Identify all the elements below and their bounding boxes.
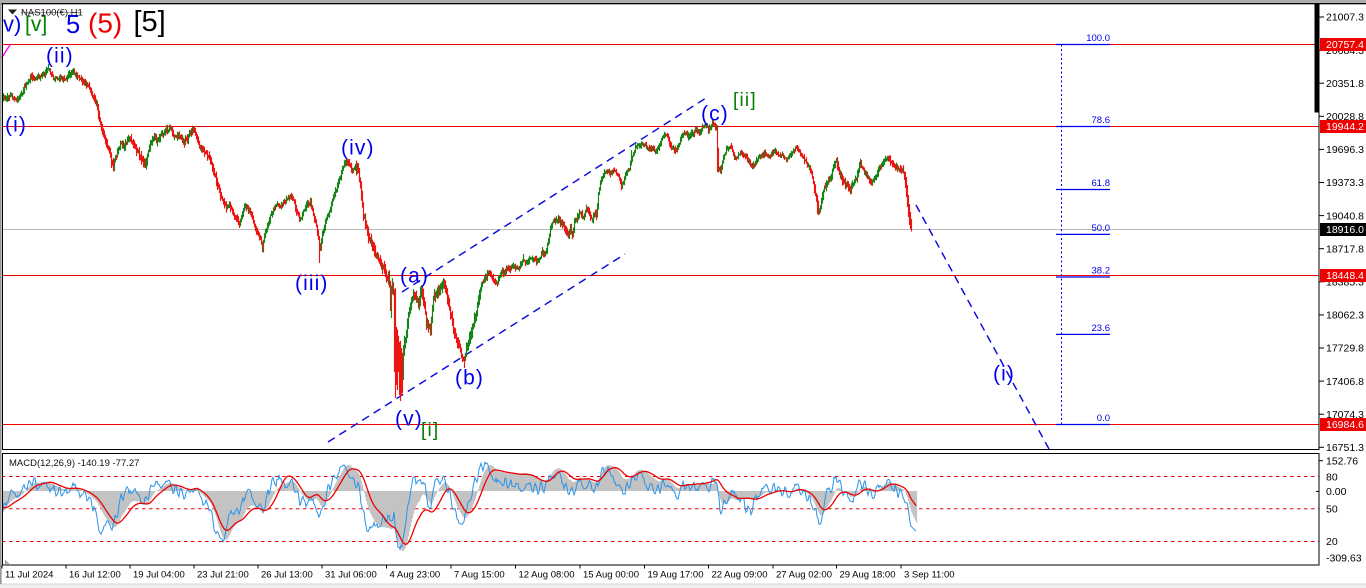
- svg-text:16984.6: 16984.6: [1326, 419, 1364, 431]
- svg-text:22 Aug 09:00: 22 Aug 09:00: [712, 569, 768, 580]
- svg-text:MACD(12,26,9) -140.19 -77.27: MACD(12,26,9) -140.19 -77.27: [9, 458, 139, 469]
- svg-text:23 Jul 21:00: 23 Jul 21:00: [197, 569, 249, 580]
- svg-text:20757.4: 20757.4: [1326, 39, 1364, 51]
- svg-text:26 Jul 13:00: 26 Jul 13:00: [261, 569, 313, 580]
- svg-text:19040.8: 19040.8: [1326, 210, 1364, 222]
- svg-text:17406.8: 17406.8: [1326, 376, 1364, 388]
- svg-text:11 Jul 2024: 11 Jul 2024: [5, 569, 53, 580]
- svg-text:80: 80: [1326, 472, 1338, 484]
- svg-text:31 Jul 06:00: 31 Jul 06:00: [325, 569, 377, 580]
- svg-text:18448.4: 18448.4: [1326, 270, 1364, 282]
- svg-text:[ii]: [ii]: [733, 90, 757, 111]
- svg-text:19 Aug 17:00: 19 Aug 17:00: [648, 569, 704, 580]
- svg-text:NAS100(€),H1: NAS100(€),H1: [21, 8, 83, 19]
- svg-text:5: 5: [66, 11, 80, 39]
- svg-text:15 Aug 00:00: 15 Aug 00:00: [583, 569, 639, 580]
- svg-text:18062.3: 18062.3: [1326, 310, 1364, 322]
- svg-text:12 Aug 08:00: 12 Aug 08:00: [519, 569, 575, 580]
- svg-text:19944.2: 19944.2: [1326, 121, 1364, 133]
- svg-text:50: 50: [1326, 504, 1338, 516]
- svg-text:(c): (c): [701, 103, 729, 126]
- svg-text:17074.3: 17074.3: [1326, 409, 1364, 421]
- svg-text:78.6: 78.6: [1092, 115, 1111, 126]
- svg-text:20: 20: [1326, 536, 1338, 548]
- svg-text:38.2: 38.2: [1092, 266, 1111, 277]
- svg-text:21007.3: 21007.3: [1326, 12, 1364, 24]
- svg-text:(b): (b): [455, 367, 484, 390]
- svg-text:29 Aug 18:00: 29 Aug 18:00: [840, 569, 896, 580]
- svg-text:100.0: 100.0: [1086, 33, 1110, 44]
- svg-text:0.0: 0.0: [1097, 413, 1110, 424]
- svg-text:(i): (i): [5, 114, 27, 137]
- svg-text:[i]: [i]: [421, 420, 439, 441]
- svg-text:(ii): (ii): [46, 45, 74, 68]
- svg-text:4 Aug 23:00: 4 Aug 23:00: [390, 569, 441, 580]
- svg-text:16 Jul 12:00: 16 Jul 12:00: [69, 569, 121, 580]
- svg-text:v): v): [3, 12, 21, 37]
- svg-text:(iv): (iv): [341, 137, 375, 160]
- svg-text:[v]: [v]: [25, 13, 47, 36]
- svg-text:19696.3: 19696.3: [1326, 144, 1364, 156]
- svg-text:19 Jul 04:00: 19 Jul 04:00: [133, 569, 185, 580]
- svg-text:16751.3: 16751.3: [1326, 442, 1364, 454]
- svg-text:0.00: 0.00: [1326, 486, 1347, 498]
- svg-text:(i): (i): [993, 363, 1015, 386]
- svg-text:18717.8: 18717.8: [1326, 243, 1364, 255]
- svg-text:(5): (5): [88, 8, 122, 39]
- svg-text:[5]: [5]: [134, 6, 166, 38]
- svg-text:(a): (a): [400, 265, 429, 288]
- svg-text:50.0: 50.0: [1092, 223, 1111, 234]
- svg-text:(iii): (iii): [295, 272, 328, 295]
- svg-text:3 Sep 11:00: 3 Sep 11:00: [904, 569, 955, 580]
- svg-text:-309.63: -309.63: [1326, 552, 1362, 564]
- svg-text:152.76: 152.76: [1326, 455, 1358, 467]
- svg-text:18916.0: 18916.0: [1326, 224, 1364, 236]
- svg-text:27 Aug 02:00: 27 Aug 02:00: [776, 569, 832, 580]
- svg-text:23.6: 23.6: [1092, 323, 1111, 334]
- svg-text:(v): (v): [395, 408, 423, 431]
- svg-text:20351.8: 20351.8: [1326, 78, 1364, 90]
- svg-text:19373.3: 19373.3: [1326, 177, 1364, 189]
- svg-text:7 Aug 15:00: 7 Aug 15:00: [454, 569, 505, 580]
- svg-text:61.8: 61.8: [1092, 178, 1111, 189]
- svg-text:17729.8: 17729.8: [1326, 343, 1364, 355]
